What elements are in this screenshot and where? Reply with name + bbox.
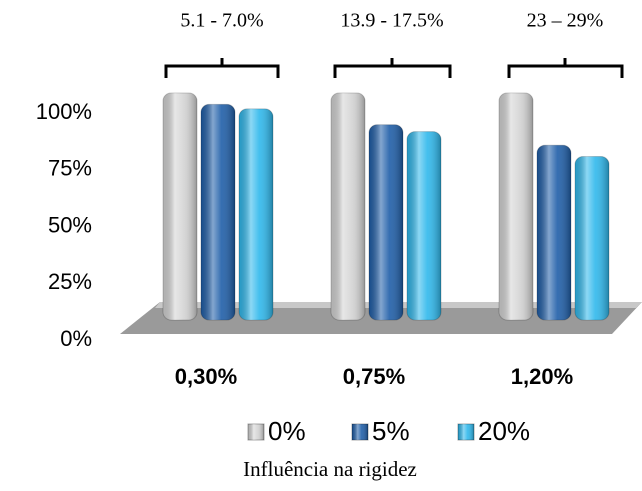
y-tick-label: 50% — [48, 212, 92, 237]
y-tick-label: 100% — [36, 99, 92, 124]
bar-shine — [163, 93, 197, 320]
annotation: 23 – 29% — [527, 10, 604, 32]
legend-swatch-shine — [458, 424, 474, 440]
bar-shine — [537, 145, 571, 320]
bracket — [333, 58, 452, 78]
chart-title: Influência na rigidez — [243, 457, 417, 481]
annotation: 5.1 - 7.0% — [180, 10, 263, 32]
legend-swatch-shine — [248, 424, 264, 440]
x-tick-label: 0,30% — [175, 364, 237, 389]
y-tick-label: 75% — [48, 156, 92, 181]
y-tick-label: 0% — [60, 326, 92, 351]
bar-shine — [575, 156, 609, 320]
brackets — [164, 58, 624, 78]
legend-label: 0% — [268, 416, 306, 446]
legend-label: 20% — [478, 416, 530, 446]
bar-shine — [369, 124, 403, 320]
bracket — [164, 58, 280, 78]
bar-shine — [201, 104, 235, 320]
x-tick-label: 0,75% — [343, 364, 405, 389]
y-tick-label: 25% — [48, 269, 92, 294]
bar-shine — [499, 93, 533, 320]
legend-label: 5% — [372, 416, 410, 446]
annotation: 13.9 - 17.5% — [340, 10, 443, 32]
legend-swatch-shine — [352, 424, 368, 440]
bar-shine — [407, 131, 441, 320]
bar-shine — [239, 108, 273, 320]
bracket — [507, 58, 624, 78]
x-tick-label: 1,20% — [511, 364, 573, 389]
bar-shine — [331, 93, 365, 320]
